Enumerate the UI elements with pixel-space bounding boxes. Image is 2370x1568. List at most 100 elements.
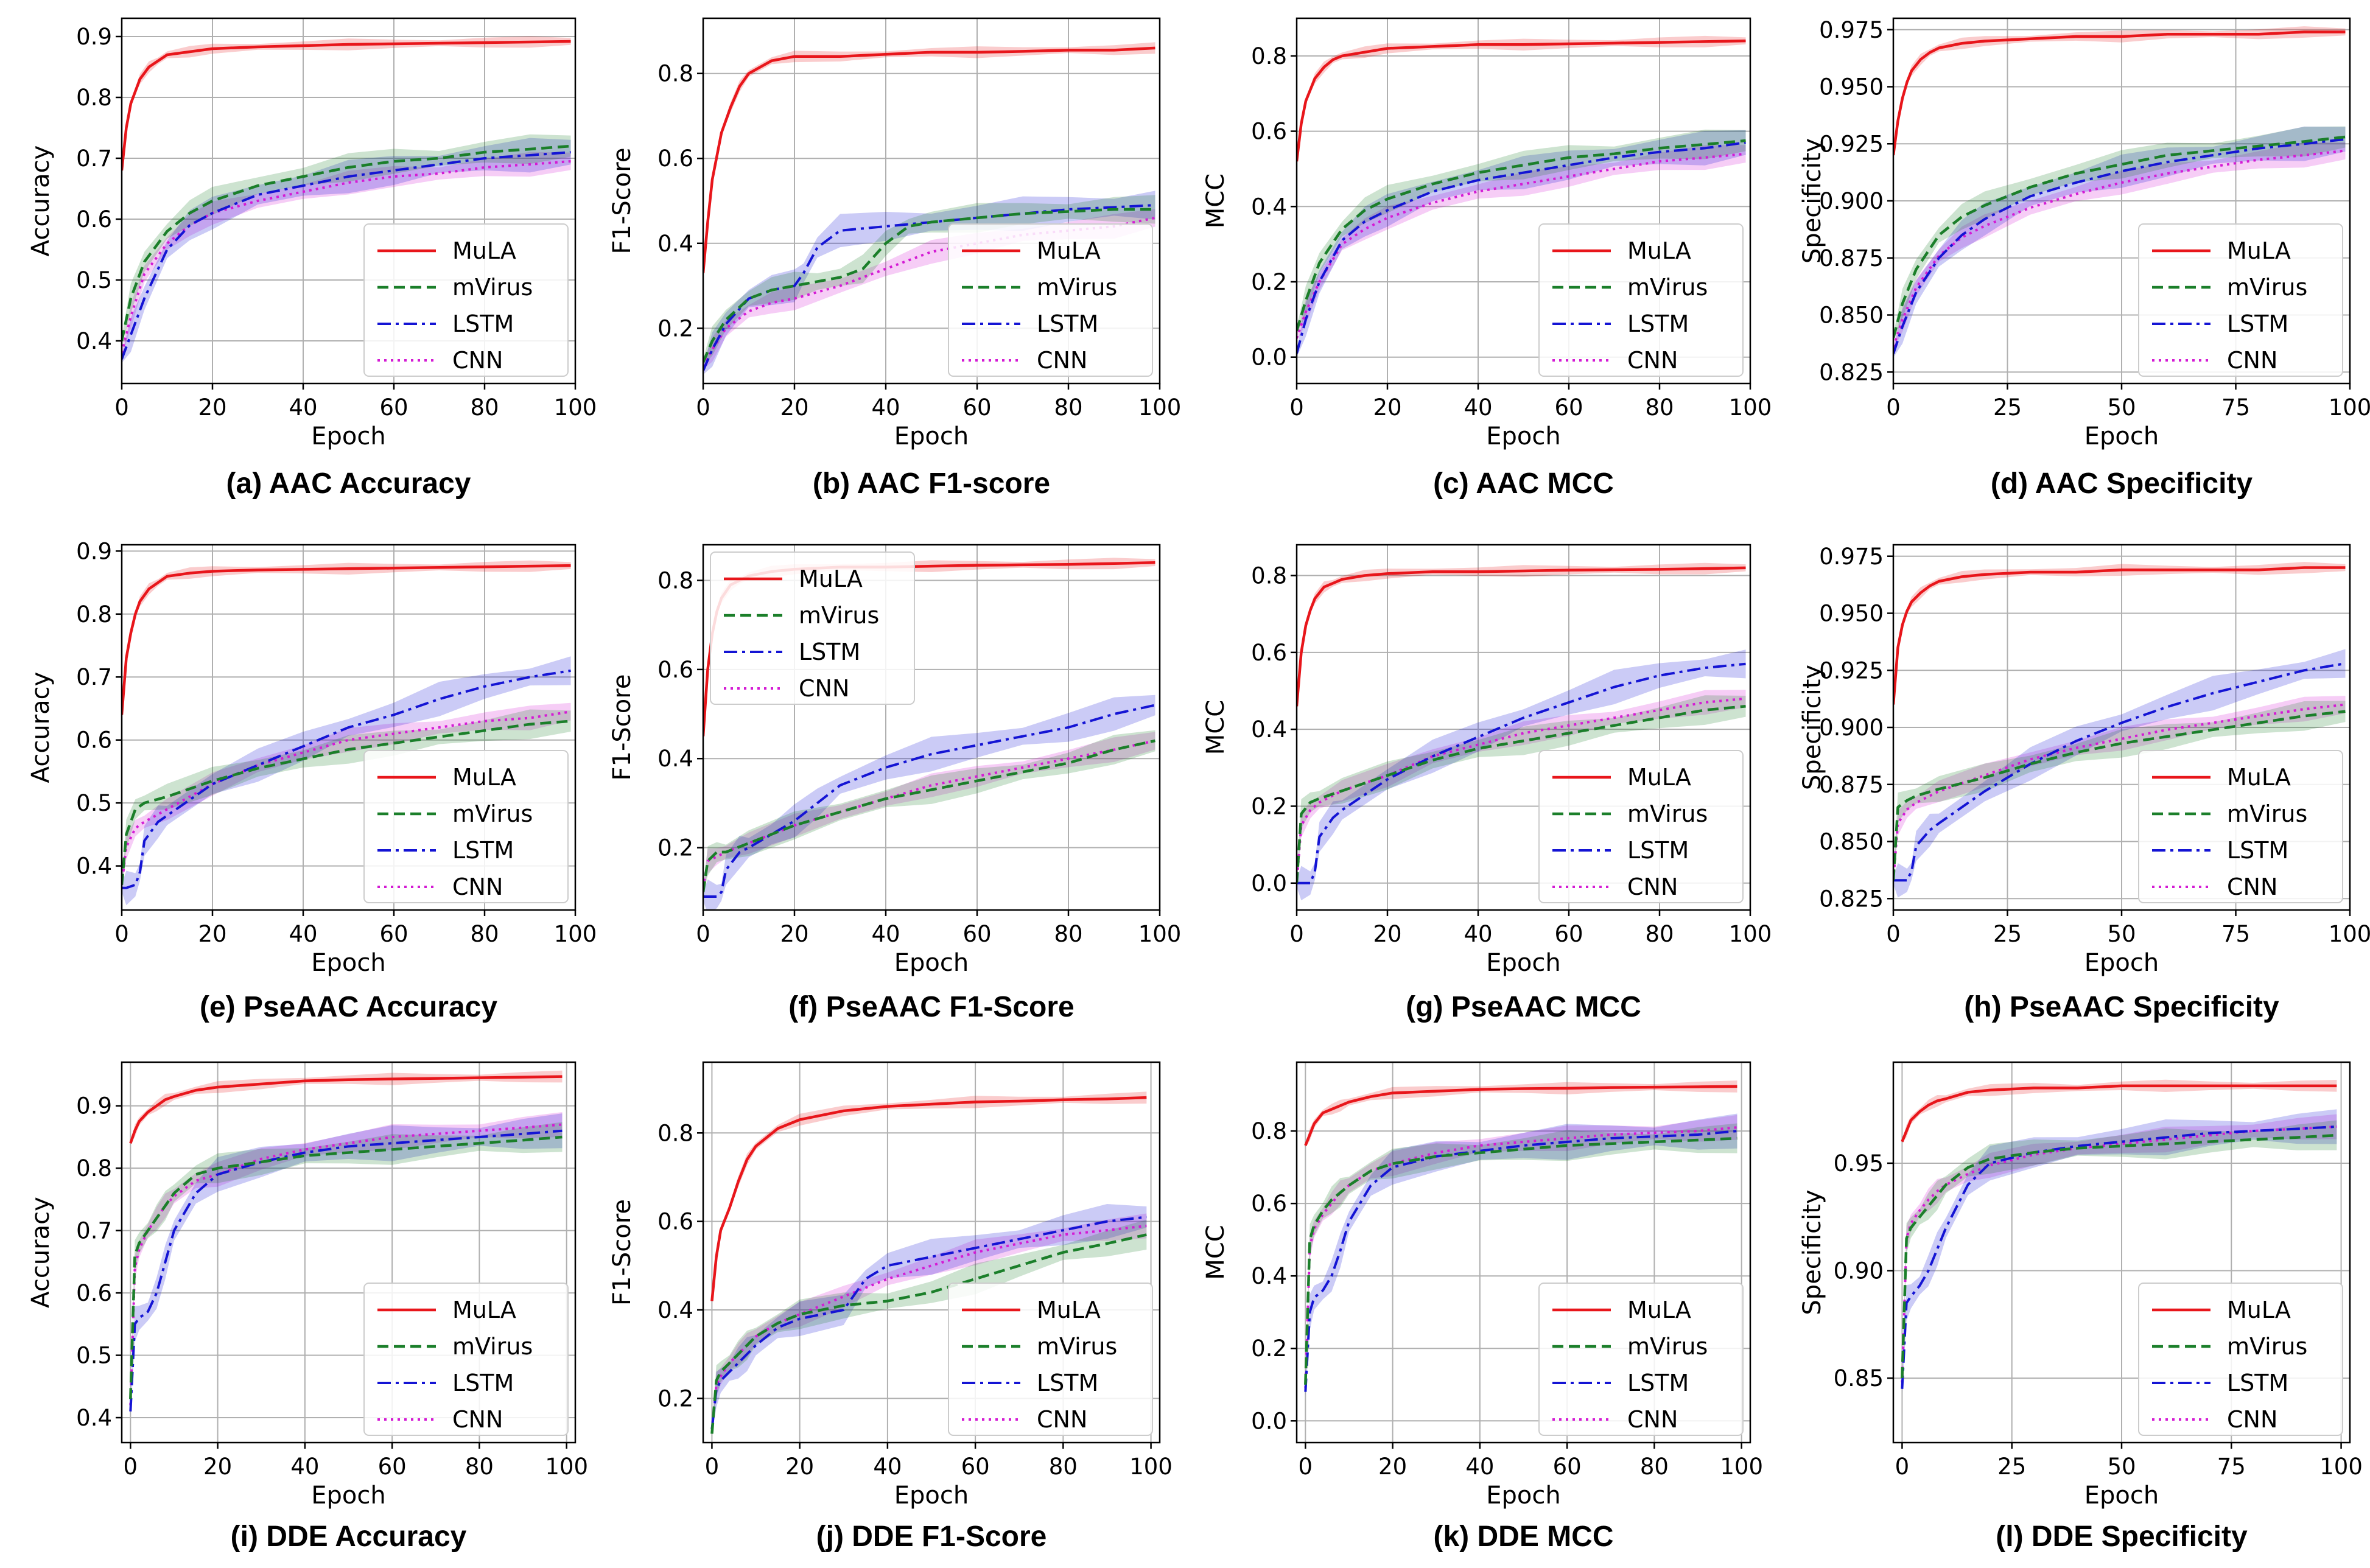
y-axis-label: Specificity — [1798, 138, 1826, 264]
y-tick-label: 0.825 — [1819, 359, 1884, 385]
series-line-lstm — [1893, 662, 2346, 882]
plot-area — [122, 36, 571, 363]
x-tick-label: 20 — [780, 921, 808, 947]
y-tick-label: 0.7 — [76, 664, 112, 690]
x-tick-label: 0 — [696, 394, 710, 421]
band-lstm — [122, 656, 571, 906]
panel-caption: (e) PseAAC Accuracy — [200, 991, 497, 1023]
band-mvirus — [703, 730, 1155, 896]
legend: MuLA mVirus LSTM CNN — [948, 1283, 1153, 1436]
panel-caption: (d) AAC Specificity — [1991, 467, 2253, 500]
chart-panel-4: 0.825 0.850 0.875 0.900 0.925 0.950 0.975 0 25 50… — [1798, 17, 2370, 500]
y-tick-label: 0.900 — [1819, 188, 1884, 214]
legend-label-mula: MuLA — [452, 1297, 516, 1323]
plot-area — [1901, 1079, 2337, 1393]
y-axis-label: MCC — [1202, 700, 1230, 755]
legend-label-mvirus: mVirus — [452, 274, 533, 301]
x-tick-label: 40 — [873, 1454, 902, 1480]
x-axis-label: Epoch — [311, 422, 385, 450]
chart-panel-11: 0.0 0.2 0.4 0.6 0.8 0 20 40 60 80 100 Epoch MCC (k) D… — [1202, 1061, 1763, 1553]
y-tick-label: 0.0 — [1251, 870, 1287, 897]
x-tick-label: 60 — [1553, 1454, 1582, 1480]
band-cnn — [1893, 696, 2346, 883]
x-tick-label: 100 — [1729, 394, 1772, 421]
series-line-mula — [1304, 1085, 1737, 1146]
x-tick-label: 75 — [2217, 1454, 2246, 1480]
series-line-mula — [122, 564, 571, 715]
y-tick-label: 0.2 — [657, 1385, 693, 1412]
panel-caption: (k) DDE MCC — [1434, 1521, 1614, 1553]
panel-caption: (f) PseAAC F1-Score — [788, 991, 1074, 1023]
series-line-mula — [1297, 566, 1746, 707]
legend-label-cnn: CNN — [2227, 873, 2277, 900]
legend-label-mula: MuLA — [1037, 237, 1101, 264]
x-tick-label: 0 — [1289, 921, 1304, 947]
x-tick-label: 0 — [1289, 394, 1304, 421]
legend-label-lstm: LSTM — [2227, 310, 2288, 337]
x-tick-label: 60 — [962, 394, 991, 421]
x-tick-label: 100 — [1129, 1454, 1173, 1480]
chart-panel-3: 0.0 0.2 0.4 0.6 0.8 0 20 40 60 80 100 Epoch MCC (c) A… — [1202, 17, 1772, 500]
y-axis-label: F1-Score — [608, 674, 636, 781]
legend-label-lstm: LSTM — [1627, 1370, 1689, 1396]
y-axis-label: Specificity — [1798, 1189, 1826, 1315]
chart-panel-10: 0.2 0.4 0.6 0.8 0 20 40 60 80 100 Epoch F1-Score (j)… — [608, 1061, 1173, 1553]
series-line-mvirus — [1893, 710, 2346, 881]
series-line-cnn — [1893, 703, 2346, 881]
y-tick-label: 0.6 — [76, 1280, 112, 1306]
y-tick-label: 0.975 — [1819, 544, 1884, 570]
legend-label-lstm: LSTM — [452, 837, 514, 864]
x-tick-label: 100 — [1720, 1454, 1763, 1480]
band-cnn — [703, 732, 1155, 891]
band-mvirus — [130, 1122, 563, 1402]
y-tick-label: 0.4 — [1251, 194, 1287, 220]
y-tick-label: 0.875 — [1819, 245, 1884, 271]
series-line-lstm — [710, 1216, 1147, 1430]
band-mula — [130, 1070, 563, 1145]
x-tick-label: 80 — [470, 921, 499, 947]
legend-box — [363, 223, 569, 377]
y-tick-label: 0.6 — [1251, 1191, 1287, 1217]
legend-label-mula: MuLA — [2227, 237, 2291, 264]
legend-label-mula: MuLA — [799, 565, 863, 592]
axes-frame — [1892, 544, 2351, 911]
series-line-mvirus — [703, 739, 1155, 893]
y-tick-label: 0.6 — [1251, 640, 1287, 666]
axes-frame — [1892, 17, 2351, 385]
y-tick-label: 0.8 — [76, 1155, 112, 1181]
legend-label-lstm: LSTM — [1627, 310, 1689, 337]
series-line-lstm — [1893, 138, 2346, 354]
plot-area — [1297, 562, 1746, 901]
legend-label-lstm: LSTM — [1037, 1370, 1098, 1396]
x-tick-label: 40 — [871, 921, 900, 947]
band-mvirus — [1305, 1123, 1737, 1388]
x-axis-label: Epoch — [311, 949, 385, 977]
x-tick-label: 40 — [289, 921, 317, 947]
y-tick-label: 0.8 — [657, 61, 693, 87]
band-cnn — [1297, 690, 1746, 886]
legend-label-mula: MuLA — [1037, 1297, 1101, 1323]
band-cnn — [1893, 142, 2346, 350]
panel-caption: (c) AAC MCC — [1433, 467, 1614, 500]
legend-label-lstm: LSTM — [2227, 1370, 2288, 1396]
y-tick-label: 0.4 — [1251, 1263, 1287, 1289]
legend: MuLA mVirus LSTM CNN — [1538, 750, 1744, 903]
legend-label-mula: MuLA — [2227, 1297, 2291, 1323]
legend-label-lstm: LSTM — [452, 310, 514, 337]
band-mvirus — [703, 195, 1155, 366]
x-tick-label: 100 — [1729, 921, 1772, 947]
x-tick-label: 80 — [1640, 1454, 1669, 1480]
axes-frame — [1892, 1061, 2351, 1444]
x-tick-label: 100 — [1138, 394, 1182, 421]
series-line-cnn — [122, 710, 571, 885]
series-line-mula — [1297, 39, 1746, 162]
y-axis-label: F1-Score — [608, 148, 636, 254]
x-tick-label: 20 — [1373, 394, 1401, 421]
x-tick-label: 50 — [2107, 394, 2136, 421]
plot-area — [129, 1070, 563, 1416]
band-lstm — [130, 1113, 563, 1416]
legend: MuLA mVirus LSTM CNN — [2138, 223, 2343, 377]
x-tick-label: 0 — [1895, 1454, 1910, 1480]
band-mvirus — [1893, 701, 2346, 884]
legend-box — [1538, 1283, 1744, 1436]
